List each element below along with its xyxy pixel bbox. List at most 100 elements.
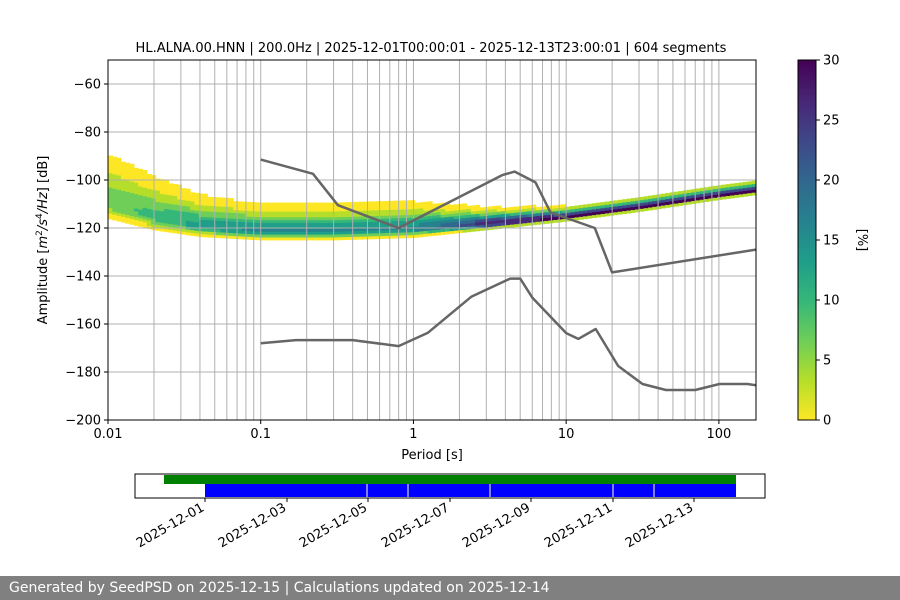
heatmap-cell bbox=[470, 211, 476, 215]
heatmap-cell bbox=[522, 208, 528, 212]
heatmap-cell bbox=[578, 213, 584, 217]
heatmap-cell bbox=[138, 194, 144, 199]
heatmap-cell bbox=[164, 179, 170, 184]
heatmap-cell bbox=[367, 236, 373, 240]
heatmap-cell bbox=[194, 213, 200, 217]
heatmap-cell bbox=[397, 223, 403, 227]
heatmap-cell bbox=[172, 186, 178, 191]
heatmap-cell bbox=[177, 199, 183, 203]
heatmap-cell bbox=[190, 198, 195, 202]
heatmap-cell bbox=[228, 223, 234, 228]
heatmap-cell bbox=[397, 214, 403, 219]
heatmap-cell bbox=[177, 216, 183, 220]
heatmap-cell bbox=[587, 203, 593, 208]
footer: Generated by SeedPSD on 2025-12-15 | Cal… bbox=[0, 576, 900, 600]
heatmap-cell bbox=[397, 200, 403, 204]
heatmap-cell bbox=[488, 217, 494, 222]
heatmap-cell bbox=[470, 214, 476, 218]
heatmap-cell bbox=[259, 234, 265, 238]
heatmap-cell bbox=[609, 206, 615, 210]
heatmap-cell bbox=[639, 196, 645, 201]
heatmap-cell bbox=[388, 235, 394, 239]
heatmap-cell bbox=[250, 219, 256, 223]
heatmap-cell bbox=[155, 193, 161, 197]
heatmap-cell bbox=[155, 204, 161, 208]
heatmap-cell bbox=[207, 225, 213, 229]
heatmap-cell bbox=[216, 220, 221, 224]
heatmap-cell bbox=[604, 204, 610, 208]
heatmap-cell bbox=[198, 196, 204, 200]
heatmap-cell bbox=[341, 236, 347, 241]
heatmap-cell bbox=[172, 192, 178, 196]
heatmap-cell bbox=[436, 211, 442, 216]
heatmap-cell bbox=[509, 212, 515, 217]
heatmap-cell bbox=[324, 228, 329, 232]
heatmap-cell bbox=[276, 205, 282, 209]
heatmap-cell bbox=[220, 206, 226, 210]
heatmap-cell bbox=[440, 205, 446, 209]
heatmap-cell bbox=[298, 222, 303, 226]
heatmap-cell bbox=[406, 206, 411, 210]
heatmap-cell bbox=[401, 229, 407, 233]
heatmap-cell bbox=[177, 207, 183, 211]
heatmap-cell bbox=[185, 191, 191, 195]
heatmap-cell bbox=[328, 231, 334, 235]
heatmap-cell bbox=[254, 216, 260, 221]
heatmap-cell bbox=[289, 211, 295, 215]
heatmap-cell bbox=[280, 228, 286, 232]
heatmap-cell bbox=[190, 221, 195, 225]
heatmap-cell bbox=[401, 232, 407, 236]
heatmap-cell bbox=[298, 202, 303, 206]
heatmap-cell bbox=[254, 222, 260, 226]
heatmap-cell bbox=[514, 209, 519, 213]
heatmap-cell bbox=[228, 206, 234, 210]
heatmap-cell bbox=[220, 229, 226, 233]
heatmap-cell bbox=[250, 205, 256, 209]
heatmap-cell bbox=[717, 190, 723, 195]
heatmap-cell bbox=[656, 202, 662, 207]
heatmap-cell bbox=[246, 233, 252, 237]
heatmap-cell bbox=[116, 166, 122, 170]
heatmap-cell bbox=[388, 203, 394, 207]
heatmap-cell bbox=[120, 164, 126, 168]
heatmap-cell bbox=[116, 180, 122, 185]
heatmap-cell bbox=[289, 228, 295, 232]
heatmap-cell bbox=[146, 194, 152, 198]
heatmap-cell bbox=[367, 201, 373, 205]
heatmap-cell bbox=[721, 190, 727, 194]
heatmap-cell bbox=[228, 221, 234, 225]
heatmap-cell bbox=[168, 197, 174, 202]
heatmap-cell bbox=[358, 204, 364, 208]
heatmap-cell bbox=[367, 213, 373, 217]
heatmap-cell bbox=[272, 234, 278, 238]
heatmap-cell bbox=[108, 172, 113, 177]
heatmap-cell bbox=[276, 225, 282, 229]
heatmap-cell bbox=[440, 228, 446, 233]
heatmap-cell bbox=[336, 211, 342, 215]
heatmap-cell bbox=[423, 221, 429, 226]
heatmap-cell bbox=[635, 209, 640, 213]
heatmap-cell bbox=[717, 188, 723, 192]
heatmap-cell bbox=[336, 228, 342, 232]
heatmap-cell bbox=[574, 205, 580, 209]
heatmap-cell bbox=[527, 208, 532, 212]
heatmap-cell bbox=[453, 224, 459, 228]
heatmap-cell bbox=[194, 224, 200, 228]
heatmap-cell bbox=[203, 193, 208, 198]
heatmap-cell bbox=[635, 200, 640, 204]
heatmap-cell bbox=[203, 196, 208, 200]
heatmap-cell bbox=[341, 222, 347, 226]
heatmap-cell bbox=[712, 194, 718, 198]
heatmap-cell bbox=[129, 204, 135, 208]
heatmap-cell bbox=[172, 198, 178, 202]
heatmap-cell bbox=[570, 208, 576, 213]
heatmap-cell bbox=[401, 200, 407, 204]
heatmap-cell bbox=[120, 216, 126, 220]
heatmap-cell bbox=[164, 194, 170, 198]
heatmap-cell bbox=[146, 188, 152, 192]
heatmap-cell bbox=[181, 225, 187, 229]
heatmap-cell bbox=[341, 233, 347, 238]
heatmap-cell bbox=[116, 157, 122, 162]
heatmap-cell bbox=[315, 205, 321, 209]
heatmap-cell bbox=[311, 222, 316, 226]
